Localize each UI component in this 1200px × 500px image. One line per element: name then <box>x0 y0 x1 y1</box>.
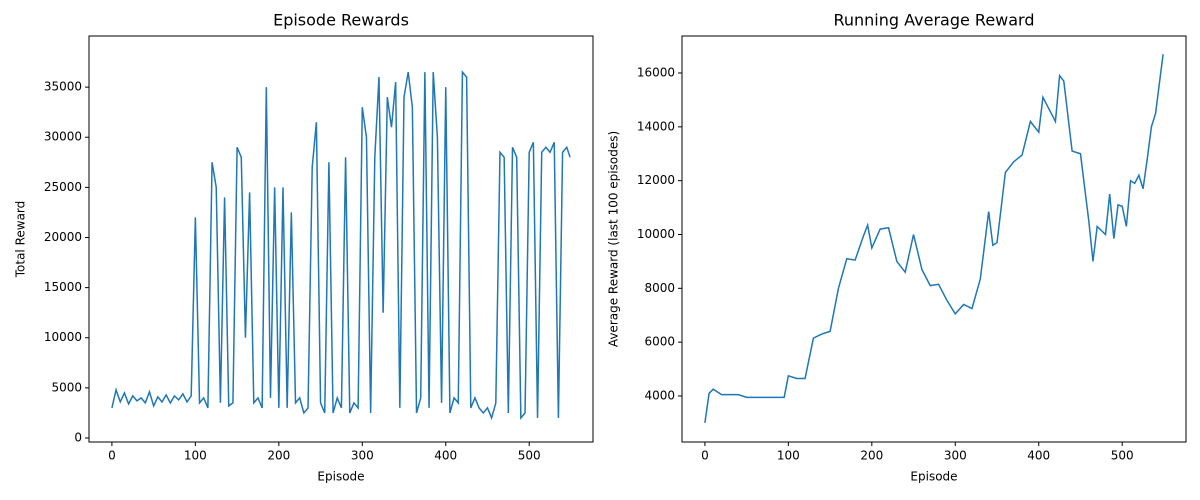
y-tick-label: 25000 <box>44 180 82 194</box>
x-tick-label: 0 <box>108 449 116 463</box>
y-tick-label: 10000 <box>44 330 82 344</box>
x-tick-label: 0 <box>701 449 709 463</box>
x-tick-label: 500 <box>518 449 541 463</box>
y-tick-label: 5000 <box>51 380 82 394</box>
y-tick-label: 8000 <box>644 281 675 295</box>
y-axis-label: Average Reward (last 100 episodes) <box>607 131 621 347</box>
x-tick-label: 100 <box>184 449 207 463</box>
y-tick-label: 20000 <box>44 230 82 244</box>
series-line <box>111 70 571 421</box>
x-tick-label: 400 <box>1027 449 1050 463</box>
x-tick-label: 500 <box>1111 449 1134 463</box>
y-tick-label: 4000 <box>644 388 675 402</box>
y-tick-label: 30000 <box>44 130 82 144</box>
x-tick-label: 300 <box>351 449 374 463</box>
chart-title: Running Average Reward <box>833 11 1034 30</box>
x-axis-label: Episode <box>317 470 364 484</box>
y-tick-label: 10000 <box>637 227 675 241</box>
x-tick-label: 100 <box>777 449 800 463</box>
x-tick-label: 200 <box>860 449 883 463</box>
x-tick-label: 200 <box>267 449 290 463</box>
x-tick-label: 300 <box>944 449 967 463</box>
series-line <box>704 54 1164 423</box>
axes-frame <box>681 35 1187 443</box>
y-tick-label: 6000 <box>644 335 675 349</box>
x-tick-label: 400 <box>434 449 457 463</box>
y-axis-label: Total Reward <box>14 201 28 279</box>
chart-title: Episode Rewards <box>273 11 409 30</box>
y-tick-label: 16000 <box>637 66 675 80</box>
axes-frame <box>88 35 594 443</box>
y-tick-label: 14000 <box>637 119 675 133</box>
y-tick-label: 35000 <box>44 80 82 94</box>
y-tick-label: 12000 <box>637 173 675 187</box>
x-axis-label: Episode <box>910 470 957 484</box>
y-tick-label: 0 <box>74 430 82 444</box>
y-tick-label: 15000 <box>44 280 82 294</box>
